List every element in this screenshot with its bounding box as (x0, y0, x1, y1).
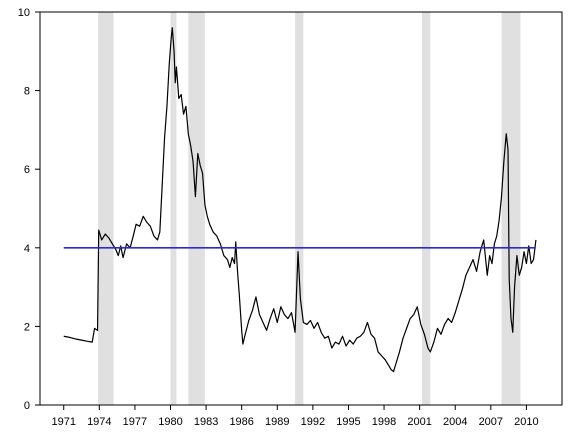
x-tick-label-7: 1992 (301, 416, 325, 428)
axes (39, 11, 563, 406)
x-tick-label-6: 1989 (265, 416, 289, 428)
x-tick-label-1: 1974 (87, 416, 111, 428)
y-tick-label-5: 10 (18, 7, 30, 19)
ticks: 0 2 4 6 8 10 1971 1974 1977 1980 1983 1986 1989 1992 1… (18, 7, 539, 428)
x-tick-label-10: 2001 (407, 416, 431, 428)
y-tick-label-1: 2 (24, 321, 30, 333)
recession-band-4 (422, 12, 431, 405)
y-tick-label-2: 4 (24, 243, 30, 255)
recession-shading (98, 12, 521, 405)
x-tick-label-9: 1998 (372, 416, 396, 428)
x-tick-label-5: 1986 (229, 416, 253, 428)
x-tick-label-11: 2004 (443, 416, 467, 428)
y-tick-label-0: 0 (24, 400, 30, 412)
recession-band-3 (295, 12, 304, 405)
y-tick-label-3: 6 (24, 164, 30, 176)
series-line-0 (63, 27, 537, 373)
x-tick-label-2: 1977 (123, 416, 147, 428)
x-tick-label-13: 2010 (514, 416, 538, 428)
recession-band-2 (188, 12, 205, 405)
y-tick-label-4: 8 (24, 86, 30, 98)
recession-band-1 (170, 12, 177, 405)
x-tick-label-0: 1971 (51, 416, 75, 428)
plot-frame (39, 11, 563, 406)
x-tick-label-8: 1995 (336, 416, 360, 428)
x-tick-label-12: 2007 (479, 416, 503, 428)
x-tick-label-4: 1983 (194, 416, 218, 428)
series-layer (63, 27, 537, 373)
recession-band-0 (98, 12, 114, 405)
x-tick-label-3: 1980 (158, 416, 182, 428)
recession-band-5 (501, 12, 521, 405)
